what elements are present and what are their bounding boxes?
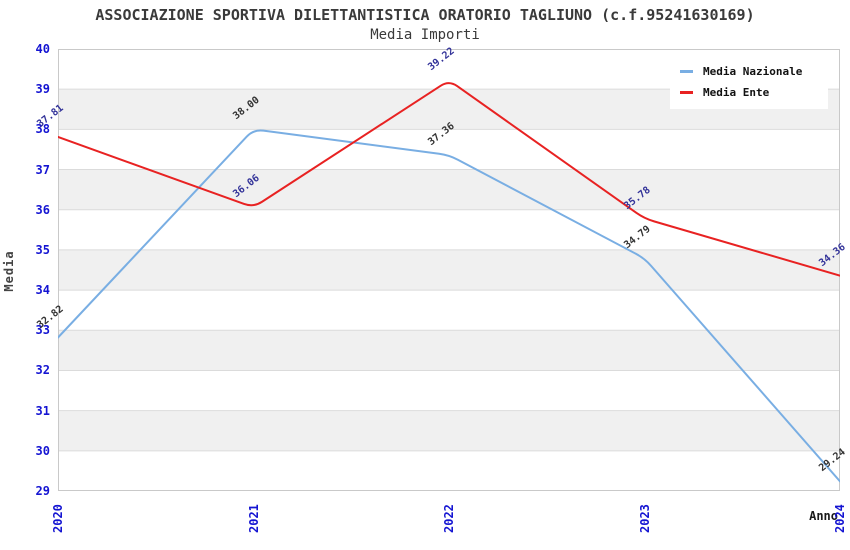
band-stripe [58, 330, 840, 371]
y-tick-label: 34 [35, 283, 50, 298]
band-stripe [58, 169, 840, 210]
y-tick-label: 33 [35, 323, 50, 338]
band-stripe [58, 410, 840, 451]
y-tick-label: 39 [35, 82, 50, 97]
x-tick-label: 2023 [637, 504, 652, 533]
plot-border [58, 49, 840, 491]
legend-item-media-ente: Media Ente [676, 82, 822, 103]
x-tick-label: 2021 [246, 504, 261, 533]
x-tick-label: 2022 [442, 504, 456, 533]
x-tick-label: 2024 [833, 504, 847, 533]
series-line-media-nazionale [58, 129, 840, 483]
y-tick-label: 29 [35, 484, 50, 498]
y-tick-label: 40 [35, 42, 50, 56]
chart-subtitle: Media Importi [370, 27, 480, 43]
y-tick-label: 30 [35, 443, 50, 458]
y-tick-label: 31 [35, 403, 50, 418]
plot-area [58, 49, 840, 491]
y-tick-label: 32 [35, 363, 50, 378]
y-tick-label: 35 [35, 242, 50, 257]
series-line-media-ente [58, 82, 840, 277]
legend-swatch-media-ente-icon [680, 91, 693, 94]
x-axis-title: Anno [809, 509, 838, 523]
legend: Media Nazionale Media Ente [670, 54, 828, 109]
x-tick-label: 2020 [51, 504, 65, 533]
y-tick-label: 37 [35, 162, 50, 177]
legend-label-media-ente: Media Ente [703, 86, 770, 99]
legend-swatch-media-nazionale-icon [680, 70, 693, 73]
chart-title: ASSOCIAZIONE SPORTIVA DILETTANTISTICA OR… [95, 6, 755, 24]
y-tick-label: 38 [35, 122, 50, 137]
band-stripe [58, 249, 840, 291]
legend-item-media-nazionale: Media Nazionale [676, 61, 822, 82]
y-tick-label: 36 [35, 202, 50, 217]
legend-label-media-nazionale: Media Nazionale [703, 65, 803, 78]
